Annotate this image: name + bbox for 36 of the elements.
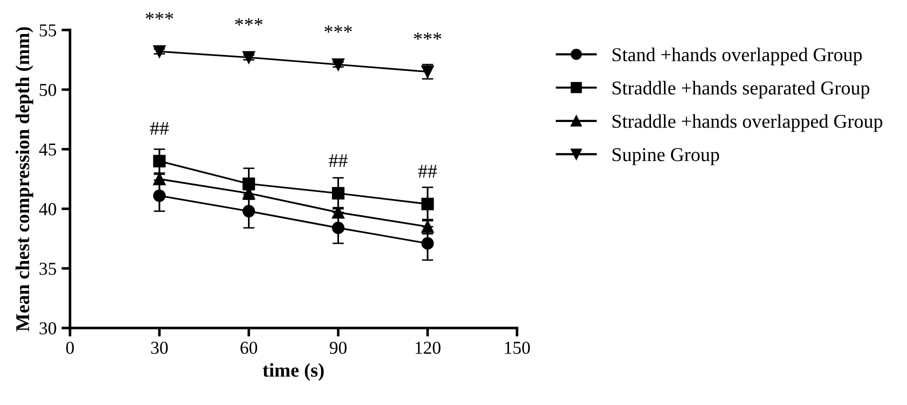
x-tick-label: 0: [66, 342, 74, 354]
y-tick-label: 50: [40, 84, 56, 96]
point: [242, 51, 256, 64]
x-axis-title: time (s): [262, 363, 324, 381]
point: [153, 189, 166, 202]
point: [242, 178, 256, 190]
point: [332, 58, 344, 71]
x-tick-label: 120: [416, 342, 440, 354]
annotation: ***: [235, 18, 262, 26]
annotation: ##: [418, 164, 437, 178]
annotation: ***: [146, 12, 174, 20]
point: [153, 154, 166, 168]
annotation: ***: [414, 32, 442, 40]
x-tick-label: 90: [330, 342, 347, 354]
point: [242, 204, 256, 218]
point: [332, 222, 344, 234]
y-tick-label: 35: [40, 262, 56, 275]
point: [421, 237, 434, 250]
x-tick-label: 30: [151, 342, 168, 354]
y-tick-label: 30: [40, 322, 56, 334]
y-axis-title: Mean chest compression depth (mm): [16, 27, 34, 332]
annotation: ##: [150, 122, 169, 135]
point: [153, 45, 166, 58]
legend-label: Straddle +hands separated Group: [612, 80, 870, 99]
annotation: ##: [328, 154, 348, 167]
point: [421, 198, 434, 210]
legend-label: Supine Group: [612, 148, 720, 166]
x-tick-label: 150: [505, 342, 530, 354]
y-tick-label: 40: [39, 203, 56, 216]
legend-label: Stand +hands overlapped Group: [612, 48, 862, 66]
y-tick-label: 45: [39, 144, 56, 156]
annotation: ***: [324, 25, 352, 33]
y-tick-label: 55: [40, 24, 56, 36]
legend-label: Straddle +hands overlapped Group: [612, 114, 882, 132]
point: [332, 187, 344, 200]
x-tick-label: 60: [240, 342, 258, 354]
